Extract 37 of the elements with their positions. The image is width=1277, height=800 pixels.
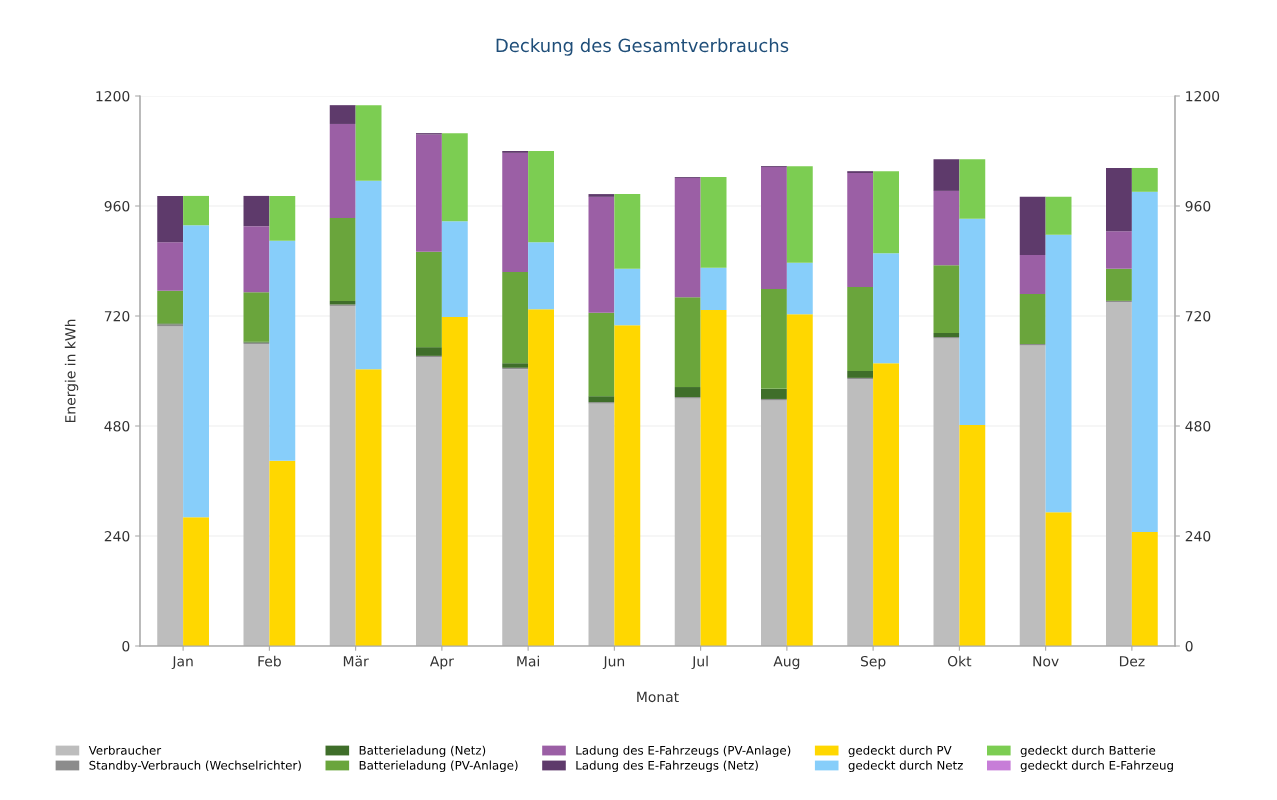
legend-label: Batterieladung (Netz) <box>359 745 486 758</box>
x-tick-label: Jun <box>602 656 625 670</box>
x-tick-label: Aug <box>773 656 800 670</box>
x-axis-title: Monat <box>637 691 679 703</box>
x-tick-label: Dez <box>1119 656 1145 667</box>
x-tick-label: Sep <box>860 655 886 670</box>
y2-tick-label: 1200 <box>1186 90 1220 102</box>
y-tick-label: 480 <box>104 420 130 432</box>
x-tick-label: Mai <box>517 655 539 667</box>
x-tick-label: Okt <box>947 655 972 667</box>
y-tick-label: 720 <box>104 310 130 322</box>
y2-tick-label: 960 <box>1185 200 1211 212</box>
x-tick-label: Nov <box>1033 656 1059 667</box>
legend-label: Verbraucher <box>88 745 162 755</box>
y2-tick-label: 480 <box>1185 420 1211 432</box>
legend-label: Batterieladung (PV-Anlage) <box>359 760 518 773</box>
y-axis-title: Energie in kWh <box>64 319 79 423</box>
x-tick-label: Apr <box>429 656 454 670</box>
y-tick-label: 1200 <box>96 90 130 102</box>
x-tick-label: Jul <box>691 655 708 670</box>
x-tick-label: Mär <box>343 655 369 667</box>
x-tick-label: Jan <box>171 656 193 670</box>
x-tick-label: Feb <box>258 655 281 667</box>
legend-label: Ladung des E-Fahrzeugs (PV-Anlage) <box>576 745 791 758</box>
y-tick-label: 240 <box>104 530 130 542</box>
y-tick-label: 960 <box>104 200 130 212</box>
legend-label: gedeckt durch E-Fahrzeug <box>1020 760 1173 773</box>
y2-tick-label: 240 <box>1185 530 1211 542</box>
y2-tick-label: 0 <box>1185 640 1193 652</box>
legend-label: Ladung des E-Fahrzeugs (Netz) <box>576 760 758 773</box>
legend-label: Standby-Verbrauch (Wechselrichter) <box>89 760 301 773</box>
legend-label: gedeckt durch Batterie <box>1020 745 1156 758</box>
legend-label: gedeckt durch PV <box>848 745 952 758</box>
legend-label: gedeckt durch Netz <box>848 760 963 773</box>
y-tick-label: 0 <box>122 640 130 652</box>
y2-tick-label: 720 <box>1185 310 1211 322</box>
chart-title: Deckung des Gesamtverbrauchs <box>496 38 789 56</box>
